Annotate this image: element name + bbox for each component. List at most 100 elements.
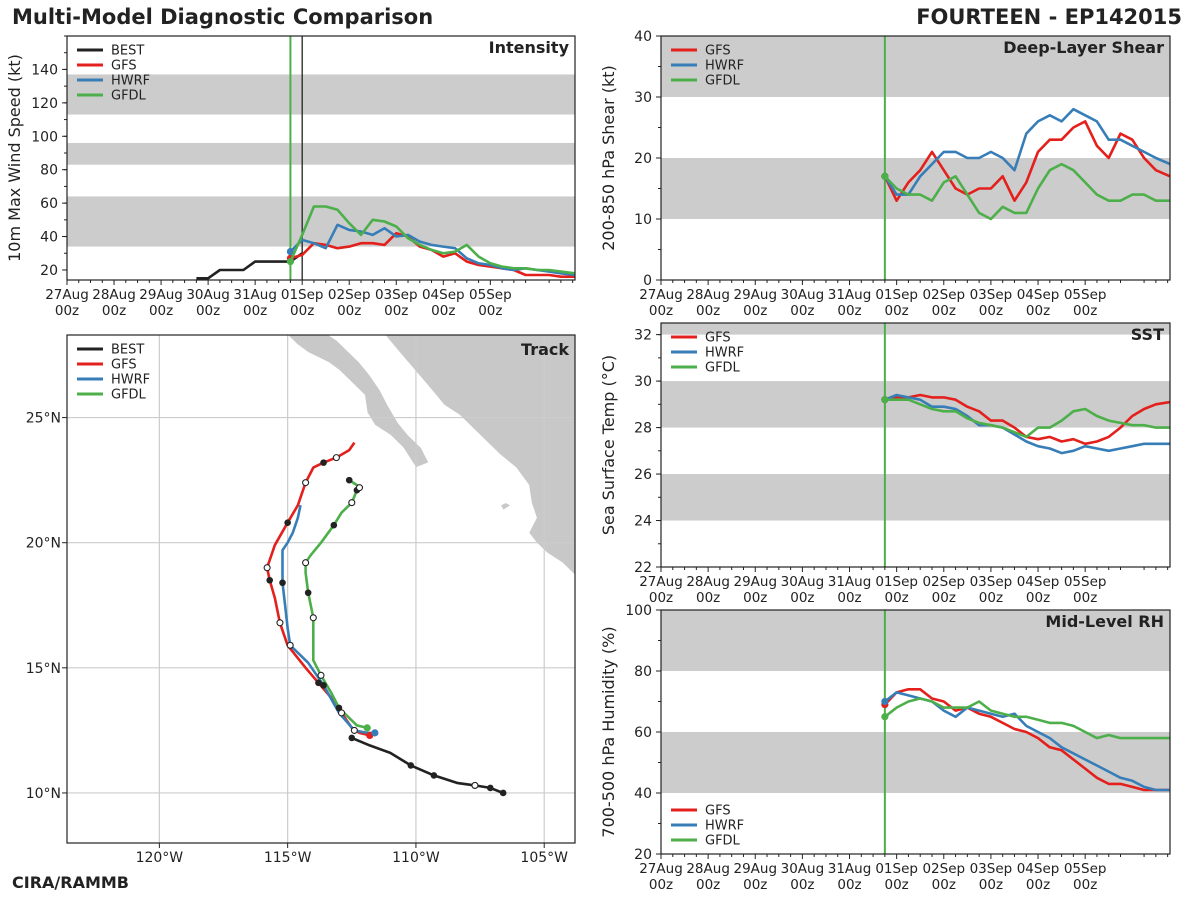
xtick-date: 28Aug <box>686 287 730 303</box>
legend-label-gfs: GFS <box>111 358 137 373</box>
frame-intensity <box>66 35 576 281</box>
xtick-date: 30Aug <box>781 287 825 303</box>
track-point-filled <box>499 789 507 797</box>
track-point-filled <box>330 521 338 529</box>
xtick-hour: 00z <box>837 590 861 606</box>
xtick-date: 28Aug <box>92 287 136 303</box>
xtick-date: 29Aug <box>139 287 183 303</box>
track-gfdl <box>304 479 368 730</box>
xtick-date: 02Sep <box>922 861 965 877</box>
xtick-date: 28Aug <box>686 574 730 590</box>
xtick-hour: 00z <box>885 877 909 893</box>
xtick-date: 30Aug <box>781 861 825 877</box>
ytick-label: 26 <box>634 467 652 483</box>
legend-label-hwrf: HWRF <box>705 346 744 361</box>
band-1 <box>661 36 1170 97</box>
ytick-label: 80 <box>634 664 652 680</box>
xtick-date: 03Sep <box>970 287 1013 303</box>
lon-label: 110°W <box>392 850 440 866</box>
xtick-hour: 00z <box>743 590 767 606</box>
ytick-label: 30 <box>634 374 652 390</box>
xtick-date: 31Aug <box>233 287 277 303</box>
track-point-filled <box>430 772 438 779</box>
xtick-hour: 00z <box>649 303 673 319</box>
track-hwrf <box>281 504 375 735</box>
band-2 <box>67 74 575 115</box>
ytick-label: 28 <box>634 421 652 437</box>
series-gfdl <box>883 162 1170 221</box>
track-point-filled <box>335 704 343 712</box>
xtick-date: 01Sep <box>875 861 918 877</box>
band-0 <box>661 474 1170 521</box>
xtick-date: 05Sep <box>1064 287 1107 303</box>
legend-label-hwrf: HWRF <box>705 819 744 834</box>
series-gfs <box>883 687 1170 792</box>
track-point-filled <box>279 579 286 587</box>
ytick-label: 40 <box>634 29 652 45</box>
series-gfdl <box>884 697 1170 740</box>
xtick-hour: 00z <box>743 303 767 319</box>
ytick-label: 10 <box>634 212 652 228</box>
xtick-hour: 00z <box>1073 590 1097 606</box>
legend-label-best: BEST <box>111 343 144 358</box>
legend-label-best: BEST <box>111 44 144 59</box>
xtick-hour: 00z <box>1026 303 1050 319</box>
track-point-open <box>263 564 271 572</box>
lat-label: 25°N <box>26 411 61 427</box>
ytick-label: 60 <box>40 196 58 212</box>
xtick-date: 30Aug <box>781 574 825 590</box>
xtick-hour: 00z <box>149 303 173 319</box>
series-gfdl <box>884 398 1170 439</box>
lon-label: 120°W <box>136 850 184 866</box>
band-1 <box>661 381 1170 428</box>
track-start-gfdl <box>363 724 371 732</box>
xtick-date: 31Aug <box>828 861 872 877</box>
legend-label-gfdl: GFDL <box>705 74 741 89</box>
track-point-open <box>317 671 325 679</box>
xtick-hour: 00z <box>55 303 79 319</box>
xtick-hour: 00z <box>337 303 361 319</box>
track-point-open <box>350 726 358 734</box>
xtick-hour: 00z <box>431 303 455 319</box>
series-hwrf <box>883 107 1170 196</box>
xtick-date: 04Sep <box>1017 574 1060 590</box>
land-mainland <box>384 335 575 576</box>
xtick-date: 31Aug <box>828 287 872 303</box>
lat-label: 15°N <box>26 661 61 677</box>
band-2 <box>661 323 1170 335</box>
track-point-filled <box>320 682 327 689</box>
xtick-hour: 00z <box>696 877 720 893</box>
xtick-date: 29Aug <box>733 861 777 877</box>
series-gfs <box>883 120 1170 202</box>
ytick-label: 60 <box>634 725 652 741</box>
xtick-hour: 00z <box>885 303 909 319</box>
xtick-date: 27Aug <box>639 861 683 877</box>
track-point-filled <box>266 576 273 584</box>
xtick-date: 02Sep <box>922 287 965 303</box>
storm-id-title: FOURTEEN - EP142015 <box>916 5 1182 29</box>
land-islands <box>500 502 512 511</box>
start-point-gfdl <box>881 713 889 721</box>
legend-label-hwrf: HWRF <box>705 59 744 74</box>
xtick-hour: 00z <box>243 303 267 319</box>
track-point-open <box>302 559 310 567</box>
xtick-date: 01Sep <box>875 574 918 590</box>
xtick-hour: 00z <box>979 303 1003 319</box>
xtick-hour: 00z <box>932 877 956 893</box>
track-point-open <box>332 454 340 462</box>
ytick-label: 22 <box>634 560 652 576</box>
track-point-filled <box>315 679 322 687</box>
xtick-hour: 00z <box>649 877 673 893</box>
ylabel-sst: Sea Surface Temp (°C) <box>599 355 618 535</box>
xtick-hour: 00z <box>1073 877 1097 893</box>
plot-area-sst <box>661 323 1170 567</box>
ytick-label: 0 <box>643 273 652 289</box>
series-best <box>196 252 303 280</box>
xtick-hour: 00z <box>1026 590 1050 606</box>
legend-label-gfdl: GFDL <box>111 388 147 403</box>
xtick-date: 31Aug <box>828 574 872 590</box>
track-point-filled <box>320 459 327 466</box>
xtick-date: 05Sep <box>469 287 512 303</box>
